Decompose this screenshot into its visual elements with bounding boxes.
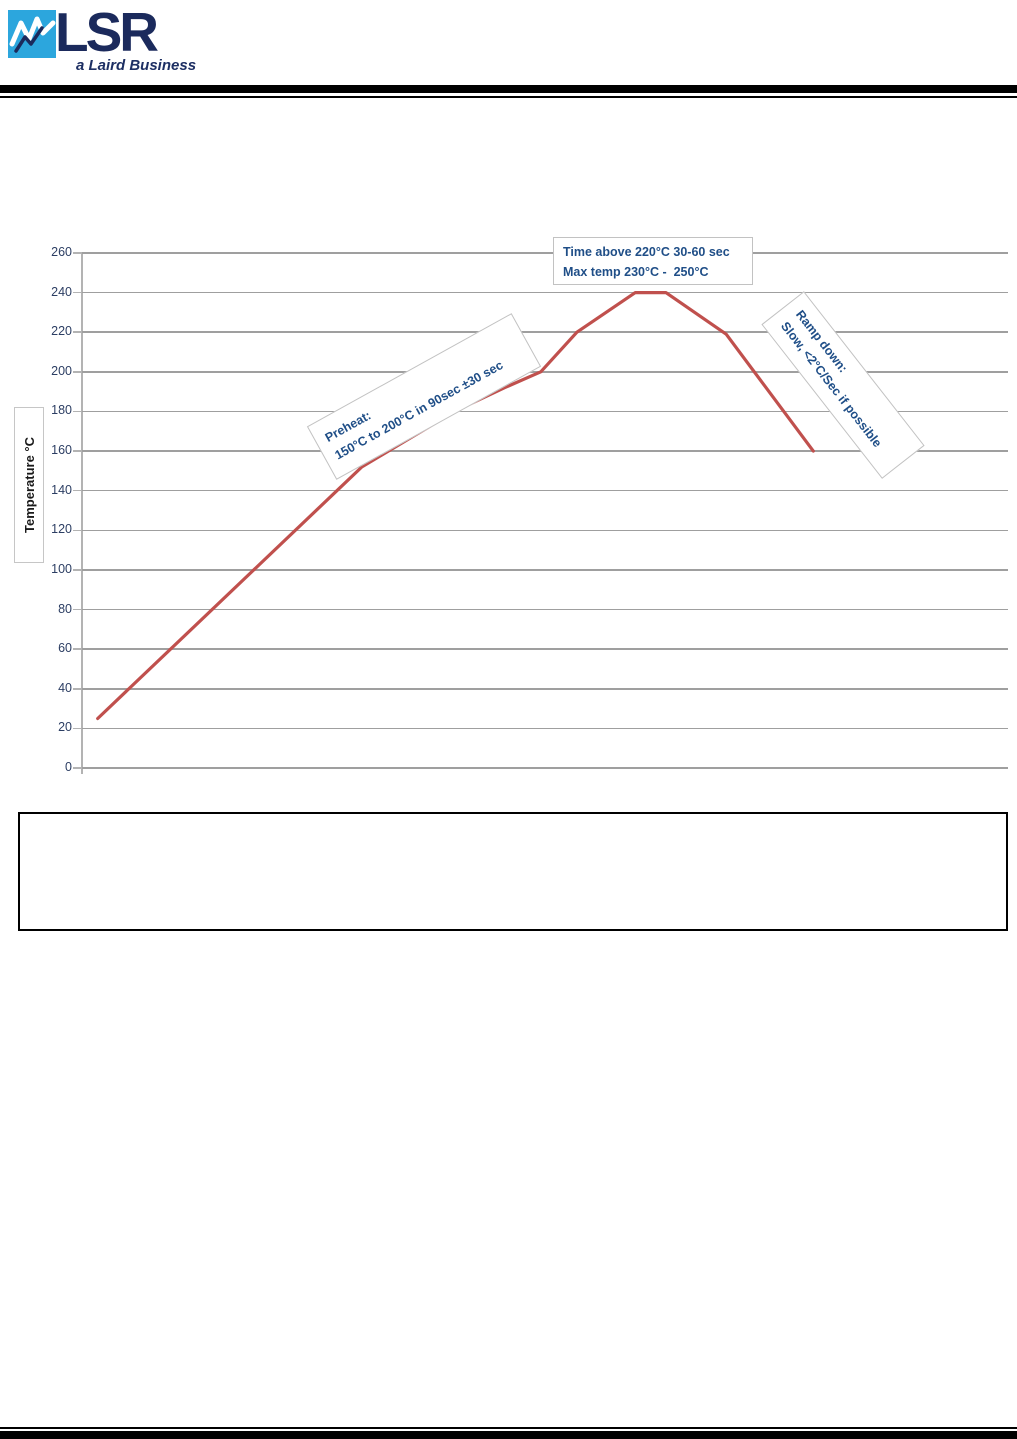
y-axis-tick-label: 180	[51, 403, 72, 418]
y-axis-line	[81, 253, 83, 774]
logo-pulse-icon	[14, 26, 44, 53]
y-axis-tick	[73, 291, 82, 294]
gridline	[81, 767, 1008, 769]
y-axis-tick	[73, 727, 82, 730]
reflow-profile-chart: Temperature °C Time above 220°C 30-60 se…	[0, 228, 1017, 788]
y-axis-tick	[73, 331, 82, 334]
bottom-rule-thin	[0, 1427, 1017, 1429]
y-axis-tick	[73, 489, 82, 492]
gridline	[81, 291, 1008, 294]
y-axis-tick	[73, 648, 82, 650]
y-axis-tick-label: 200	[51, 363, 72, 378]
gridline	[81, 648, 1008, 650]
y-axis-tick-label: 260	[51, 245, 72, 259]
y-axis-tick	[73, 569, 82, 571]
gridline	[81, 252, 1008, 254]
y-axis-tick-label: 100	[51, 561, 72, 576]
lsr-logo-mark	[8, 10, 56, 58]
gridline	[81, 569, 1008, 571]
top-rule-thick	[0, 85, 1017, 93]
gridline	[81, 727, 1008, 730]
logo-zigzag-icon	[9, 16, 56, 47]
top-rule-thin	[0, 95, 1017, 98]
y-axis-tick-label: 80	[58, 601, 72, 616]
y-axis-tick	[73, 450, 82, 452]
y-axis-tick	[73, 371, 82, 373]
notes-box	[18, 812, 1008, 931]
bottom-rule-thick	[0, 1431, 1017, 1439]
logo-tagline: a Laird Business	[76, 57, 197, 74]
plot-area	[81, 252, 1008, 769]
y-axis-tick-label: 40	[58, 680, 72, 695]
temperature-profile-svg	[96, 290, 815, 721]
y-axis-tick	[73, 608, 82, 611]
y-axis-tick	[73, 410, 82, 413]
gridline	[81, 489, 1008, 492]
y-axis-tick-label: 160	[51, 443, 72, 458]
y-axis-tick-label: 20	[58, 720, 72, 735]
gridline	[81, 331, 1008, 334]
temperature-line	[96, 290, 815, 721]
y-axis-tick	[73, 687, 82, 690]
y-axis-title-box: Temperature °C	[14, 407, 44, 563]
y-axis-tick-label: 60	[58, 641, 72, 656]
gridline	[81, 450, 1008, 452]
y-axis-tick	[73, 767, 82, 769]
annotation-peak-line2: Max temp 230°C - 250°C	[563, 265, 709, 279]
annotation-peak: Time above 220°C 30-60 sec Max temp 230°…	[553, 237, 753, 285]
y-axis-tick	[73, 529, 82, 532]
gridline	[81, 608, 1008, 611]
gridline	[81, 529, 1008, 532]
y-axis-tick	[73, 252, 82, 254]
annotation-peak-line1: Time above 220°C 30-60 sec	[563, 245, 730, 259]
y-axis-tick-label: 120	[51, 522, 72, 537]
gridline	[81, 410, 1008, 413]
y-axis-tick-label: 140	[51, 482, 72, 497]
y-axis-tick-label: 0	[65, 760, 72, 774]
y-axis-tick-label: 220	[51, 324, 72, 339]
gridline	[81, 687, 1008, 690]
gridline	[81, 371, 1008, 373]
y-axis-tick-label: 240	[51, 284, 72, 299]
logo-text: LSR	[55, 1, 159, 63]
